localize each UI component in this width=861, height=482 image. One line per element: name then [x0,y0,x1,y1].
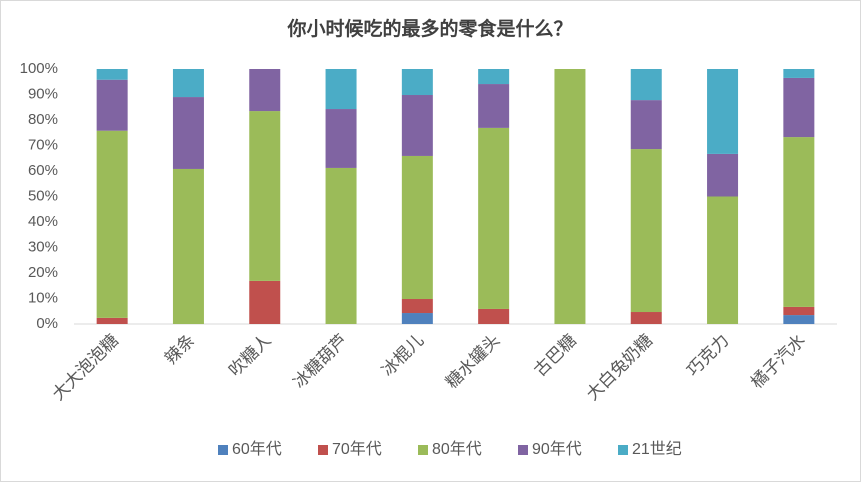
legend-label: 70年代 [332,440,382,458]
bar-segment [325,109,357,168]
bar-segment [783,315,815,324]
bar-segment [249,111,281,281]
bar-segment [478,84,510,128]
bar-segment [783,69,815,78]
bar-segment [707,153,739,197]
bar-segment [554,69,586,324]
bar-segment [96,317,128,324]
legend-label: 80年代 [432,440,482,458]
bar-segment [478,69,510,85]
bar-segment [401,155,433,300]
chart-title: 你小时候吃的最多的零食是什么？ [286,17,572,40]
legend-swatch [618,445,628,455]
bar-segment [172,69,204,98]
bar-segment [401,313,433,324]
y-tick-label: 20% [28,264,58,281]
y-tick-label: 0% [36,315,58,332]
bar-segment [325,167,357,324]
y-tick-label: 80% [28,111,58,128]
y-tick-label: 50% [28,187,58,204]
bar-segment [783,77,815,138]
legend-label: 21世纪 [632,440,682,458]
y-tick-label: 40% [28,213,58,230]
bar-segment [96,130,128,318]
bar-segment [401,69,433,96]
bar-segment [96,69,128,80]
bar-segment [630,149,662,313]
bar-segment [707,69,739,154]
bar-segment [172,168,204,324]
y-tick-label: 90% [28,85,58,102]
legend-swatch [518,445,528,455]
y-tick-label: 60% [28,162,58,179]
bar-segment [325,69,357,110]
bar-segment [707,196,739,324]
y-tick-label: 100% [20,60,58,77]
bar-segment [96,79,128,131]
bar-segment [478,308,510,324]
y-tick-label: 30% [28,238,58,255]
legend-label: 60年代 [232,440,282,458]
bar-segment [249,69,281,112]
bar-segment [783,306,815,316]
bar-segment [630,100,662,150]
bar-segment [401,95,433,156]
bar-segment [172,97,204,169]
bar-segment [401,299,433,314]
legend-swatch [418,445,428,455]
bar-segment [478,127,510,309]
legend-swatch [318,445,328,455]
y-tick-label: 10% [28,289,58,306]
bar-segment [249,280,281,324]
bar-segment [630,69,662,101]
legend-swatch [218,445,228,455]
bar-segment [630,312,662,324]
legend-label: 90年代 [532,440,582,458]
bar-segment [783,137,815,307]
y-tick-label: 70% [28,136,58,153]
